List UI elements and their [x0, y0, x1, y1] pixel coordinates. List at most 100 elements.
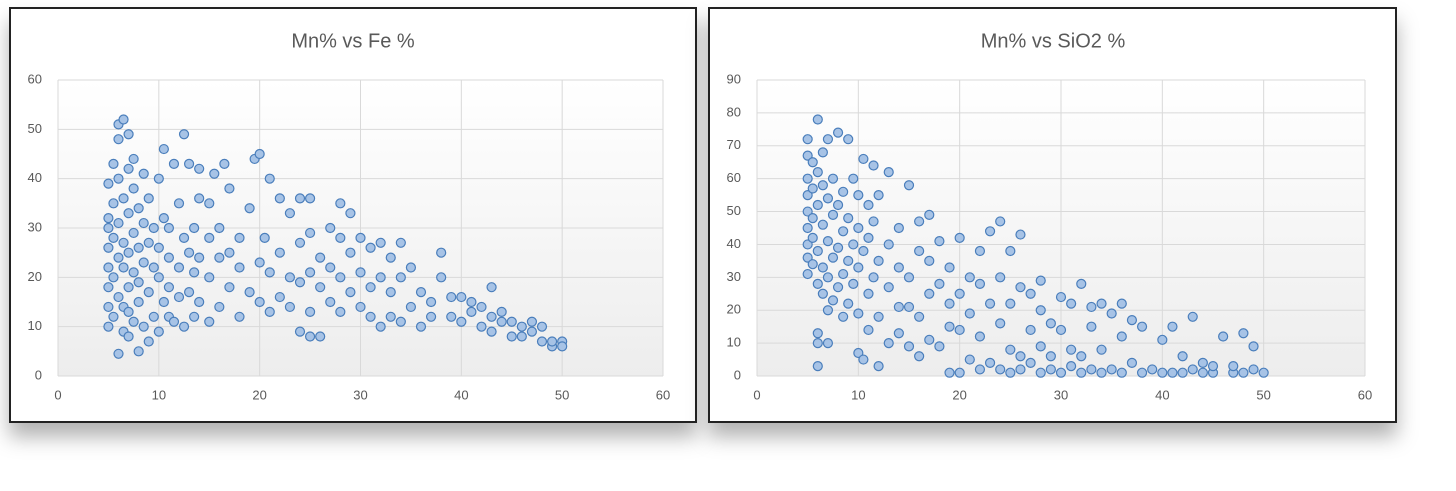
y-tick-label: 40 — [727, 236, 741, 251]
point — [863, 199, 874, 211]
point — [274, 247, 285, 258]
point — [883, 282, 894, 293]
point — [304, 267, 316, 278]
point — [843, 134, 854, 145]
point — [446, 291, 457, 303]
point — [868, 160, 879, 171]
point — [853, 190, 864, 201]
point — [365, 282, 376, 293]
point — [143, 193, 154, 204]
point — [1055, 324, 1067, 336]
point — [103, 178, 114, 189]
point — [219, 158, 230, 169]
y-tick-label: 10 — [727, 335, 741, 350]
point — [812, 328, 823, 339]
point — [123, 247, 134, 258]
point — [385, 311, 396, 322]
point — [812, 361, 823, 372]
point — [173, 198, 185, 209]
point — [893, 328, 904, 339]
point — [1066, 298, 1077, 309]
x-tick-label: 10 — [851, 387, 865, 402]
point — [812, 278, 823, 290]
point — [436, 247, 447, 258]
point — [405, 262, 417, 273]
point — [158, 213, 169, 224]
point — [1116, 331, 1127, 342]
point — [1248, 341, 1259, 352]
point — [974, 245, 986, 257]
point — [1045, 351, 1056, 362]
point — [995, 364, 1006, 375]
point — [964, 354, 975, 365]
point — [868, 216, 879, 227]
point — [1045, 364, 1056, 375]
point — [128, 316, 139, 327]
point — [858, 245, 869, 257]
y-tick-label: 30 — [28, 219, 42, 234]
point — [802, 222, 813, 234]
point — [113, 252, 124, 263]
point — [1116, 298, 1127, 309]
point — [812, 166, 823, 178]
y-tick-label: 60 — [727, 170, 741, 185]
point — [822, 272, 834, 283]
point — [446, 311, 457, 322]
point — [123, 129, 134, 140]
point — [827, 173, 839, 184]
point — [113, 348, 124, 359]
y-tick-label: 90 — [727, 71, 741, 86]
point — [123, 208, 134, 219]
point — [138, 257, 149, 268]
point — [817, 180, 828, 191]
point — [1207, 361, 1219, 372]
point — [995, 272, 1006, 283]
point — [1005, 344, 1016, 355]
y-tick-label: 60 — [28, 71, 42, 86]
point — [476, 321, 487, 332]
point — [883, 166, 894, 178]
point — [189, 267, 200, 278]
point — [345, 287, 356, 298]
point — [1177, 367, 1188, 378]
point — [405, 301, 417, 313]
point — [158, 296, 169, 308]
point — [954, 367, 965, 378]
point — [496, 306, 507, 317]
point — [802, 134, 813, 145]
point — [984, 357, 996, 368]
point — [536, 336, 548, 347]
point — [103, 301, 114, 313]
point — [108, 311, 119, 322]
point — [143, 336, 154, 347]
point — [189, 311, 200, 322]
point — [903, 301, 915, 313]
point — [1197, 367, 1208, 378]
point — [178, 321, 190, 332]
point — [168, 316, 180, 327]
point — [812, 199, 823, 211]
point — [173, 262, 185, 273]
point — [893, 301, 904, 313]
point — [903, 341, 915, 352]
point — [118, 237, 129, 248]
point — [194, 252, 205, 263]
point — [108, 232, 119, 243]
point — [113, 173, 124, 184]
point — [873, 361, 884, 372]
point — [1136, 321, 1148, 332]
point — [995, 318, 1006, 329]
point — [848, 278, 859, 290]
point — [995, 216, 1006, 227]
point — [1157, 334, 1168, 345]
point — [315, 331, 326, 342]
point — [436, 272, 447, 283]
point — [506, 316, 517, 327]
point — [204, 316, 215, 327]
point — [113, 291, 124, 303]
point — [425, 296, 437, 308]
point — [1066, 361, 1077, 372]
point — [163, 282, 175, 293]
point — [516, 331, 527, 342]
point — [189, 222, 200, 234]
